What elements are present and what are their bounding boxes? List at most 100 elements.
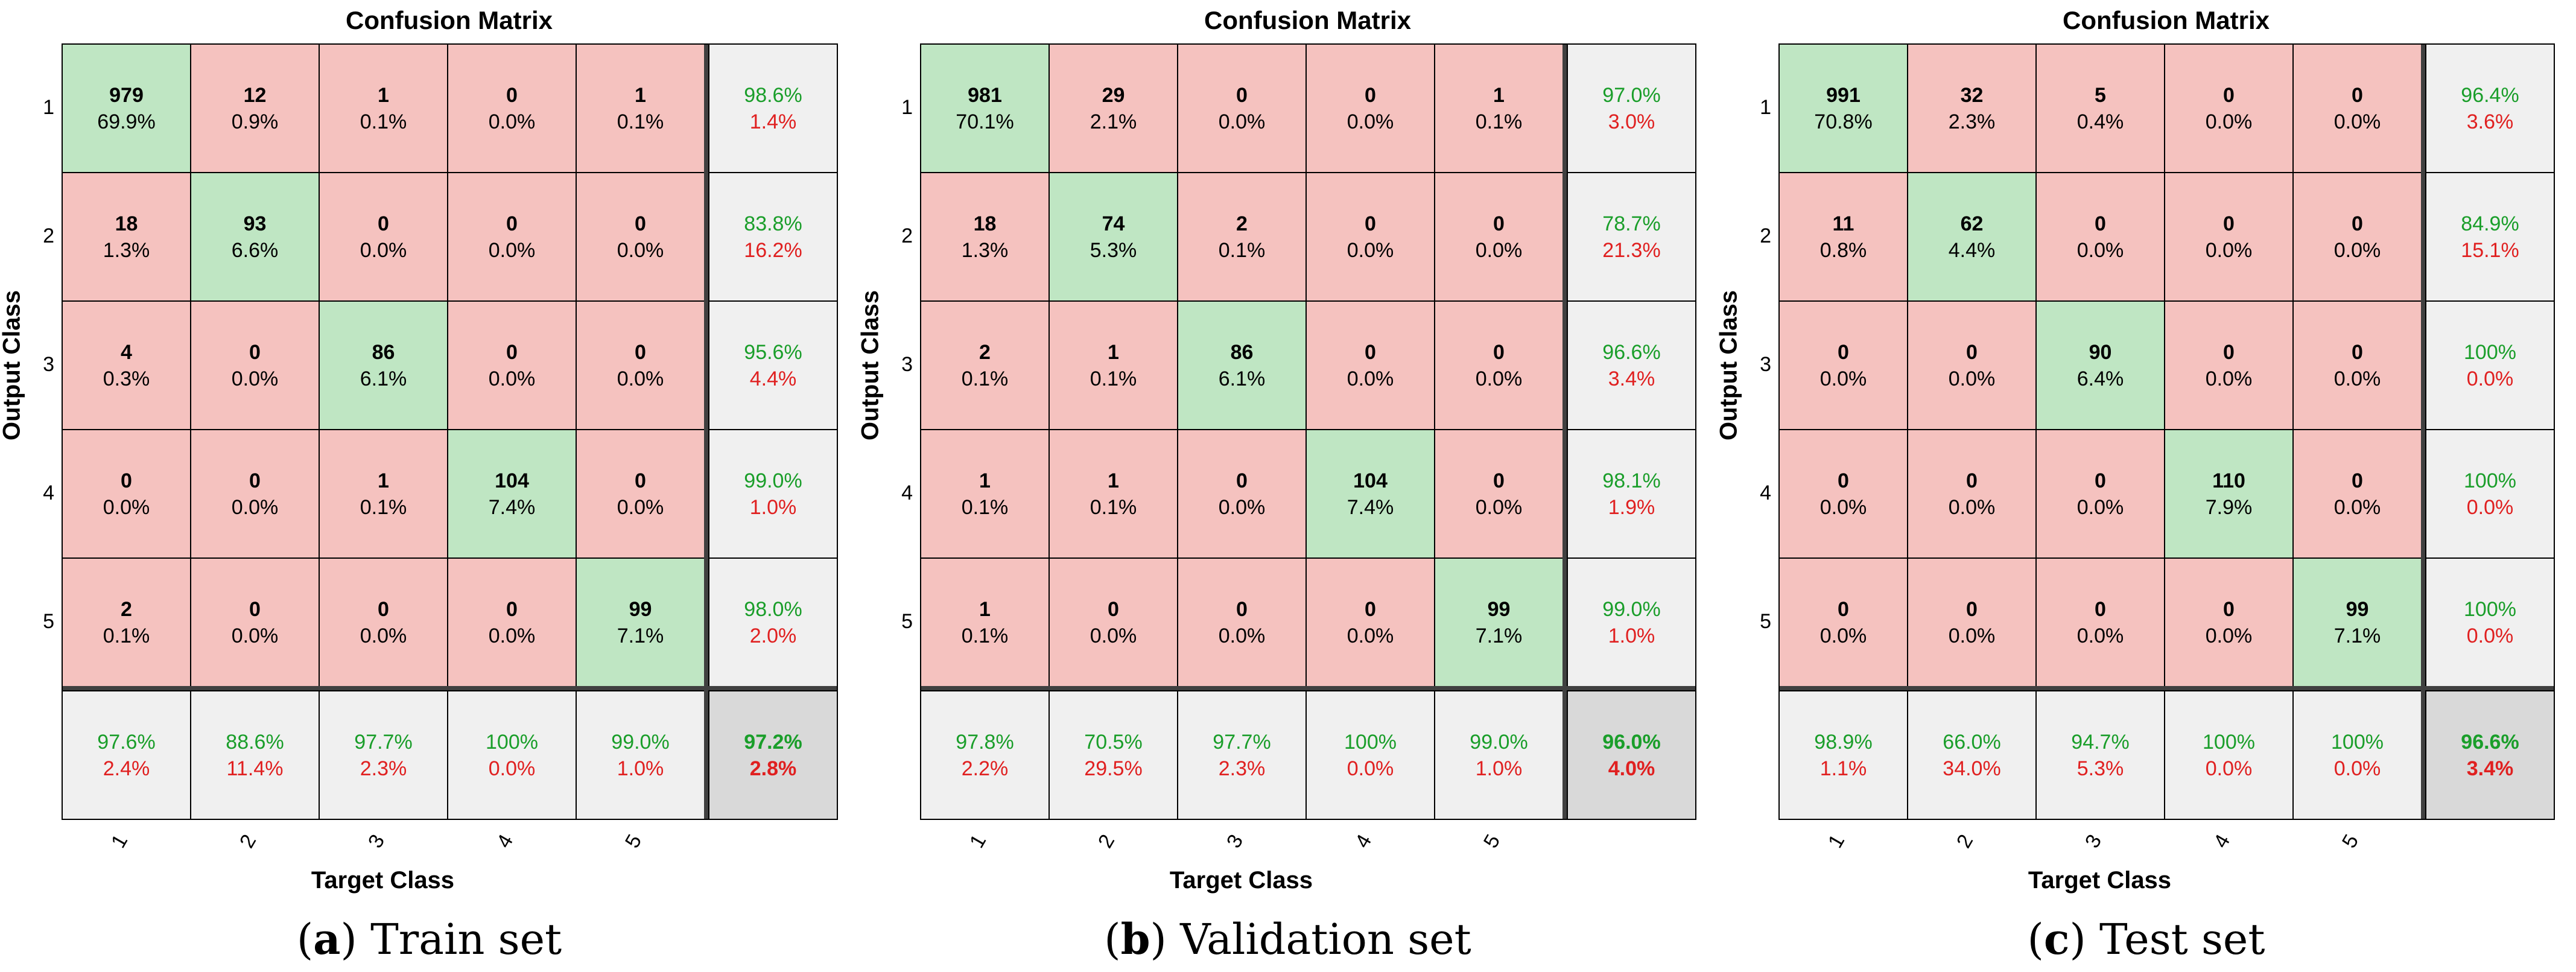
precision-value: 100% xyxy=(2464,469,2516,492)
cell-percent: 0.0% xyxy=(1475,495,1523,519)
cell-count: 1 xyxy=(1493,83,1505,107)
matrix-cell: 0 0.0% xyxy=(447,172,577,302)
cell-count: 0 xyxy=(1493,212,1505,235)
cell-percent: 7.4% xyxy=(488,495,536,519)
cell-count: 0 xyxy=(635,469,646,492)
matrix-cell: 12 0.9% xyxy=(190,43,320,173)
cell-percent: 0.0% xyxy=(1948,495,1996,519)
matrix-cell: 0 0.0% xyxy=(1305,172,1435,302)
cell-percent: 7.9% xyxy=(2205,495,2253,519)
cell-percent: 0.0% xyxy=(1218,624,1266,647)
matrix-cell: 0 0.0% xyxy=(2164,300,2294,430)
row-tick-label: 2 xyxy=(1760,224,1771,247)
summary-separator-vertical xyxy=(1562,43,1567,820)
matrix-cell: 0 0.0% xyxy=(2035,429,2165,559)
recall-value: 100% xyxy=(2331,730,2384,754)
row-summary-cell: 99.0% 1.0% xyxy=(708,429,838,559)
cell-count: 5 xyxy=(2095,83,2106,107)
column-summary-cell: 70.5% 29.5% xyxy=(1048,690,1178,820)
row-summary-cell: 78.7% 21.3% xyxy=(1567,172,1696,302)
cell-count: 0 xyxy=(1108,597,1119,621)
subfigure-caption: (a) Train set xyxy=(296,914,562,964)
row-summary-cell: 98.1% 1.9% xyxy=(1567,429,1696,559)
recall-value: 88.6% xyxy=(226,730,284,754)
cell-count: 0 xyxy=(249,340,261,364)
matrix-cell: 2 0.1% xyxy=(62,557,191,687)
cell-percent: 0.1% xyxy=(360,110,407,133)
cell-count: 0 xyxy=(1493,469,1505,492)
row-tick-label: 1 xyxy=(1760,95,1771,119)
cell-percent: 0.0% xyxy=(231,367,279,390)
error-value: 5.3% xyxy=(2076,757,2124,780)
cell-count: 0 xyxy=(1966,469,1978,492)
summary-separator-vertical xyxy=(704,43,708,820)
recall-value: 98.9% xyxy=(1814,730,1873,754)
row-tick-label: 2 xyxy=(901,224,913,247)
cell-count: 0 xyxy=(2095,469,2106,492)
cell-count: 74 xyxy=(1102,212,1125,235)
cell-count: 12 xyxy=(243,83,267,107)
cell-percent: 0.0% xyxy=(1347,367,1394,390)
cell-count: 0 xyxy=(378,212,389,235)
cell-count: 86 xyxy=(1230,340,1254,364)
column-summary-cell: 88.6% 11.4% xyxy=(190,690,320,820)
error-value: 16.2% xyxy=(744,238,802,262)
matrix-cell: 0 0.0% xyxy=(1434,300,1564,430)
column-summary-cell: 100% 0.0% xyxy=(2164,690,2294,820)
cell-count: 0 xyxy=(2352,212,2363,235)
matrix-cell: 99 7.1% xyxy=(1434,557,1564,687)
cell-count: 0 xyxy=(1966,340,1978,364)
matrix-cell: 93 6.6% xyxy=(190,172,320,302)
row-tick-label: 3 xyxy=(901,352,913,376)
matrix-cell: 0 0.0% xyxy=(1434,429,1564,559)
column-tick-label: 1 xyxy=(106,830,132,852)
matrix-cell: 0 0.0% xyxy=(576,429,705,559)
row-summary-cell: 100% 0.0% xyxy=(2425,557,2555,687)
cell-percent: 0.8% xyxy=(1819,238,1867,262)
cell-percent: 0.0% xyxy=(1347,110,1394,133)
cell-count: 99 xyxy=(629,597,652,621)
cell-percent: 1.3% xyxy=(103,238,150,262)
error-value: 2.2% xyxy=(961,757,1009,780)
recall-value: 66.0% xyxy=(1943,730,2001,754)
row-summary-cell: 98.0% 2.0% xyxy=(708,557,838,687)
cell-percent: 0.1% xyxy=(1218,238,1266,262)
matrix-cell: 2 0.1% xyxy=(1177,172,1307,302)
cell-count: 2 xyxy=(121,597,132,621)
cell-count: 99 xyxy=(2346,597,2369,621)
overall-error: 2.8% xyxy=(749,757,797,780)
chart-title: Confusion Matrix xyxy=(346,6,553,34)
matrix-cell: 18 1.3% xyxy=(62,172,191,302)
summary-separator-horizontal xyxy=(920,686,1696,690)
cell-count: 4 xyxy=(121,340,132,364)
row-tick-label: 4 xyxy=(43,481,54,504)
error-value: 1.1% xyxy=(1819,757,1867,780)
matrix-cell: 991 70.8% xyxy=(1778,43,1908,173)
matrix-cell: 0 0.0% xyxy=(447,557,577,687)
matrix-cell: 99 7.1% xyxy=(2292,557,2422,687)
cell-count: 0 xyxy=(506,597,518,621)
error-value: 0.0% xyxy=(2205,757,2253,780)
error-value: 15.1% xyxy=(2461,238,2519,262)
matrix-cell: 0 0.0% xyxy=(1305,557,1435,687)
error-value: 1.0% xyxy=(749,495,797,519)
error-value: 1.0% xyxy=(1475,757,1523,780)
matrix-cell: 104 7.4% xyxy=(447,429,577,559)
cell-count: 0 xyxy=(2095,212,2106,235)
error-value: 0.0% xyxy=(2466,495,2514,519)
cell-percent: 6.1% xyxy=(360,367,407,390)
cell-percent: 0.0% xyxy=(2205,624,2253,647)
column-summary-cell: 100% 0.0% xyxy=(1305,690,1435,820)
error-value: 2.3% xyxy=(360,757,407,780)
cell-percent: 0.0% xyxy=(1819,624,1867,647)
matrix-cell: 1 0.1% xyxy=(1434,43,1564,173)
cell-count: 2 xyxy=(1236,212,1248,235)
overall-accuracy: 97.2% xyxy=(744,730,802,754)
cell-percent: 7.1% xyxy=(1475,624,1523,647)
cell-percent: 0.0% xyxy=(1948,624,1996,647)
cell-percent: 7.1% xyxy=(617,624,664,647)
matrix-cell: 0 0.0% xyxy=(1305,300,1435,430)
confusion-matrix-panel-a: Confusion Matrix 979 69.9% 12 0.9% 1 0.1% 0 0.0%… xyxy=(0,0,858,972)
column-summary-cell: 97.6% 2.4% xyxy=(62,690,191,820)
error-value: 2.0% xyxy=(749,624,797,647)
